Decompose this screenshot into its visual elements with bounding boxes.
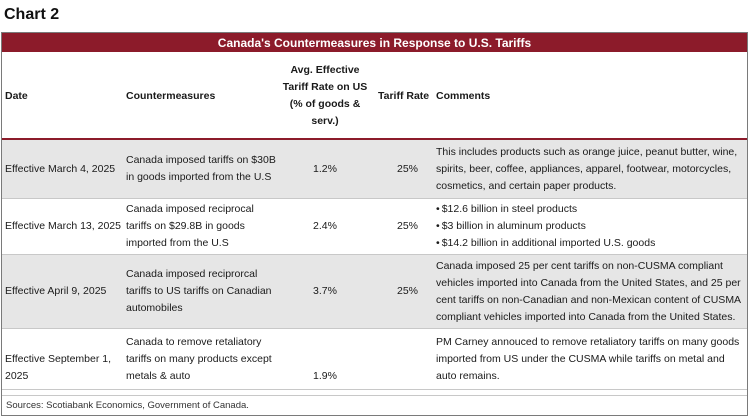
- header-countermeasures: Countermeasures: [126, 89, 216, 102]
- row-avg-rate: 3.7%: [313, 285, 337, 297]
- table-header: Date Countermeasures Avg. Effective Tari…: [2, 53, 747, 140]
- row-avg-rate: 1.2%: [313, 162, 337, 175]
- row-comments: PM Carney annouced to remove retaliatory…: [436, 335, 740, 382]
- header-comments: Comments: [436, 89, 491, 102]
- row-comments: Canada imposed 25 per cent tariffs on no…: [436, 259, 741, 323]
- row-tariff-rate: 25%: [396, 285, 418, 297]
- table-row: Effective March 13, 2025 Canada imposed …: [2, 199, 747, 255]
- row-date: Effective March 4, 2025: [5, 162, 116, 175]
- header-avg-rate-line2: Tariff Rate on US: [282, 80, 368, 93]
- comment-bullet: $3 billion in aluminum products: [436, 218, 655, 235]
- row-tariff-rate: 25%: [396, 220, 418, 232]
- header-avg-rate-line1: Avg. Effective: [290, 63, 360, 76]
- table-title: Canada's Countermeasures in Response to …: [2, 33, 747, 53]
- table-row: Effective April 9, 2025 Canada imposed r…: [2, 255, 747, 329]
- row-tariff-rate: 25%: [396, 162, 418, 175]
- table-frame: Canada's Countermeasures in Response to …: [1, 32, 748, 416]
- header-avg-rate: Avg. Effective Tariff Rate on US (% of g…: [276, 53, 374, 138]
- row-avg-rate: 2.4%: [313, 220, 337, 232]
- row-countermeasure: Canada imposed reciprocal tariffs on $29…: [126, 203, 254, 249]
- comment-bullet: $14.2 billion in additional imported U.S…: [436, 235, 656, 252]
- header-date: Date: [5, 89, 28, 102]
- row-comments: This includes products such as orange ju…: [436, 145, 738, 192]
- comment-bullet: $12.6 billion in steel products: [436, 201, 655, 218]
- row-avg-rate: 1.9%: [313, 370, 337, 382]
- table-row: Effective September 1, 2025 Canada to re…: [2, 329, 747, 390]
- row-countermeasure: Canada to remove retaliatory tariffs on …: [126, 335, 272, 382]
- table-row: Effective March 4, 2025 Canada imposed t…: [2, 140, 747, 199]
- row-date: Effective March 13, 2025: [5, 220, 121, 232]
- row-date: Effective September 1, 2025: [5, 353, 112, 382]
- source-note: Sources: Scotiabank Economics, Governmen…: [2, 395, 747, 415]
- row-countermeasure: Canada imposed reciprorcal tariffs to US…: [126, 268, 272, 314]
- header-avg-rate-line3: (% of goods & serv.): [289, 97, 361, 127]
- chart-label: Chart 2: [4, 6, 60, 23]
- row-date: Effective April 9, 2025: [5, 285, 107, 297]
- row-countermeasure: Canada imposed tariffs on $30B in goods …: [126, 154, 276, 183]
- header-tariff-rate: Tariff Rate: [378, 89, 430, 102]
- row-comments: $12.6 billion in steel products $3 billi…: [436, 199, 748, 254]
- row-tariff-rate: [374, 329, 418, 389]
